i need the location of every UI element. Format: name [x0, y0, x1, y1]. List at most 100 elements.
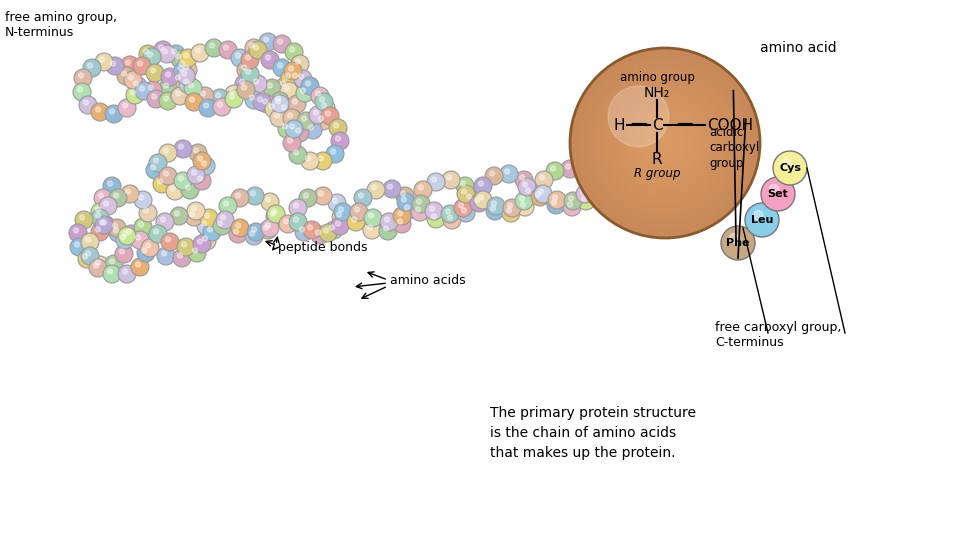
Circle shape — [295, 223, 313, 241]
Circle shape — [146, 161, 164, 179]
Circle shape — [301, 77, 319, 95]
Circle shape — [676, 183, 681, 188]
Circle shape — [732, 175, 736, 180]
Circle shape — [203, 223, 221, 241]
Circle shape — [147, 90, 165, 108]
Circle shape — [275, 113, 280, 118]
Circle shape — [139, 204, 157, 222]
Circle shape — [302, 116, 307, 121]
Circle shape — [474, 177, 492, 195]
Circle shape — [624, 102, 706, 184]
Circle shape — [125, 60, 130, 65]
Circle shape — [218, 102, 223, 107]
Circle shape — [314, 152, 332, 170]
Circle shape — [137, 244, 155, 262]
Circle shape — [563, 198, 581, 216]
Circle shape — [197, 217, 215, 235]
Circle shape — [666, 148, 672, 153]
Circle shape — [304, 193, 308, 198]
Circle shape — [141, 239, 159, 257]
Circle shape — [124, 71, 142, 89]
Circle shape — [609, 194, 614, 199]
Circle shape — [177, 238, 195, 256]
Circle shape — [457, 204, 475, 222]
Circle shape — [193, 152, 211, 170]
Circle shape — [271, 211, 276, 216]
Circle shape — [462, 190, 480, 208]
Circle shape — [547, 196, 565, 214]
Circle shape — [235, 193, 241, 198]
Circle shape — [159, 92, 177, 110]
Circle shape — [301, 88, 306, 93]
Circle shape — [139, 222, 144, 227]
Circle shape — [205, 39, 223, 57]
Circle shape — [578, 56, 752, 230]
Circle shape — [175, 91, 180, 96]
Text: C-terminus: C-terminus — [715, 335, 784, 349]
Circle shape — [177, 67, 195, 85]
Circle shape — [144, 81, 162, 99]
Circle shape — [110, 259, 115, 264]
Circle shape — [291, 124, 309, 142]
Circle shape — [620, 160, 625, 165]
Circle shape — [614, 92, 716, 194]
Circle shape — [693, 149, 699, 154]
Circle shape — [158, 45, 176, 63]
Circle shape — [161, 68, 179, 86]
Circle shape — [276, 96, 281, 101]
Circle shape — [79, 215, 85, 220]
Circle shape — [199, 99, 217, 117]
Circle shape — [616, 94, 714, 192]
Circle shape — [247, 223, 265, 241]
Circle shape — [658, 136, 672, 150]
Circle shape — [95, 216, 113, 234]
Circle shape — [86, 251, 91, 256]
Circle shape — [245, 91, 263, 109]
Circle shape — [331, 149, 335, 154]
Circle shape — [265, 197, 271, 202]
Circle shape — [642, 120, 688, 166]
Circle shape — [233, 229, 238, 234]
Circle shape — [594, 72, 736, 214]
Circle shape — [183, 79, 189, 84]
Circle shape — [139, 45, 157, 63]
Circle shape — [650, 128, 680, 158]
Circle shape — [660, 138, 670, 148]
Circle shape — [462, 208, 467, 213]
Circle shape — [198, 176, 202, 181]
Text: R: R — [652, 152, 662, 166]
Circle shape — [171, 71, 189, 89]
Circle shape — [237, 81, 255, 99]
Circle shape — [654, 154, 672, 172]
Circle shape — [202, 236, 207, 241]
Circle shape — [580, 58, 750, 228]
Circle shape — [675, 141, 693, 159]
Circle shape — [637, 190, 643, 195]
Circle shape — [332, 208, 350, 226]
Circle shape — [708, 158, 712, 163]
Circle shape — [721, 165, 727, 170]
Circle shape — [86, 237, 91, 242]
Circle shape — [652, 130, 678, 156]
Circle shape — [317, 99, 335, 117]
Circle shape — [189, 83, 194, 88]
Circle shape — [443, 211, 461, 229]
Circle shape — [684, 177, 702, 195]
Circle shape — [188, 244, 206, 262]
Circle shape — [293, 217, 299, 222]
Circle shape — [265, 100, 283, 118]
Circle shape — [103, 201, 109, 206]
Circle shape — [151, 94, 156, 99]
Circle shape — [350, 203, 368, 221]
Circle shape — [198, 239, 202, 244]
Circle shape — [322, 103, 327, 108]
Circle shape — [108, 181, 113, 186]
Circle shape — [347, 213, 365, 231]
Circle shape — [388, 184, 392, 189]
Circle shape — [120, 249, 124, 254]
Circle shape — [355, 207, 360, 212]
Circle shape — [292, 99, 298, 104]
Circle shape — [643, 168, 661, 186]
Circle shape — [289, 213, 307, 231]
Circle shape — [430, 206, 435, 211]
